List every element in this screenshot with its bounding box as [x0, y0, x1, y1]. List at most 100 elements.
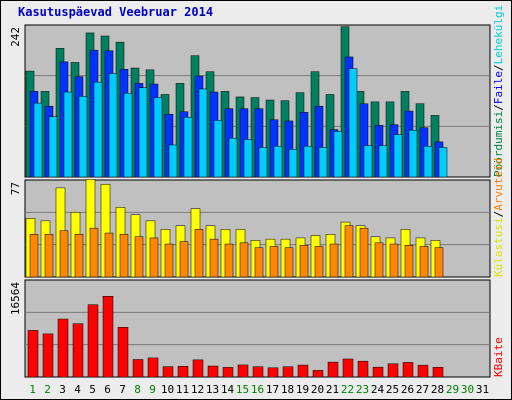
bar [318, 147, 328, 178]
legend: Pöördumisi/Faile/Lehekülgi [492, 5, 505, 177]
legend-entry: Pöördumisi [492, 111, 505, 177]
x-tick-label: 23 [356, 383, 369, 396]
bar [59, 230, 69, 278]
bar [344, 225, 354, 278]
x-tick-label: 9 [149, 383, 156, 396]
bar [404, 245, 414, 278]
x-tick-label: 7 [119, 383, 126, 396]
bar [389, 243, 399, 278]
bar [183, 117, 193, 178]
x-tick-label: 8 [134, 383, 141, 396]
bar [282, 366, 294, 378]
x-tick-label: 30 [461, 383, 474, 396]
bar [423, 145, 433, 178]
bar [417, 364, 429, 378]
bar [87, 304, 99, 378]
bar [402, 362, 414, 378]
x-tick-label: 14 [221, 383, 235, 396]
bar [177, 366, 189, 378]
bar [168, 144, 178, 178]
hits-panel: 242 Pöördumisi/Faile/Lehekülgi [9, 5, 505, 178]
bar [102, 296, 114, 378]
bar [93, 81, 103, 178]
bar [333, 131, 343, 178]
bar [342, 358, 354, 378]
bar [314, 246, 324, 278]
bar [48, 116, 58, 178]
bar [78, 96, 88, 178]
visits-panel: 77 Külastusi/Arvuteid [9, 158, 505, 278]
bar [348, 68, 358, 178]
max-value-label: 77 [9, 182, 22, 195]
bar [134, 236, 144, 278]
x-tick-label: 16 [251, 383, 264, 396]
bar [33, 102, 43, 178]
bar [72, 323, 84, 378]
x-tick-label: 20 [311, 383, 324, 396]
bar [117, 327, 129, 378]
bar [312, 370, 324, 378]
x-tick-label: 5 [89, 383, 96, 396]
bar [378, 145, 388, 178]
x-tick-label: 22 [341, 383, 354, 396]
bar [104, 232, 114, 278]
bar [438, 147, 448, 178]
kbytes-panel-background [24, 279, 491, 378]
legend-entry: Arvuteid [492, 158, 505, 211]
bar [27, 330, 39, 378]
legend-entry: KBaite [492, 337, 505, 377]
bar [192, 359, 204, 378]
x-tick-label: 26 [401, 383, 414, 396]
x-tick-label: 4 [74, 383, 81, 396]
bar [119, 234, 129, 278]
bar [329, 243, 339, 278]
x-tick-label: 29 [446, 383, 459, 396]
bar [228, 137, 238, 178]
legend-entry: / [492, 211, 505, 218]
bar [153, 97, 163, 178]
bar [89, 227, 99, 278]
bar [239, 242, 249, 278]
x-axis: 1 2 3 4 5 6 7 8 9 10 11 12 13 14 15 16 17 18 19 20 21 22 23 24 2… [29, 383, 489, 396]
max-value-label: 16564 [9, 282, 22, 315]
bar [372, 366, 384, 378]
bar [213, 120, 223, 178]
kbytes-panel: 16564 KBaite [9, 279, 505, 378]
bar [363, 145, 373, 178]
bar [224, 243, 234, 278]
bar [297, 364, 309, 378]
bar [132, 359, 144, 378]
x-tick-label: 15 [236, 383, 249, 396]
x-tick-label: 12 [191, 383, 204, 396]
series-Arvuteid [29, 225, 444, 278]
bar [327, 361, 339, 378]
bar [393, 134, 403, 178]
bar [209, 238, 219, 278]
bar [207, 365, 219, 378]
bar [194, 229, 204, 278]
max-value-label: 242 [9, 27, 22, 47]
bar [252, 366, 264, 378]
bar [408, 129, 418, 178]
x-tick-label: 1 [29, 383, 36, 396]
bar [198, 88, 208, 178]
x-tick-label: 24 [371, 383, 385, 396]
bar [147, 357, 159, 378]
x-tick-label: 25 [386, 383, 399, 396]
x-tick-label: 28 [431, 383, 444, 396]
chart-title: Kasutuspäevad Veebruar 2014 [18, 5, 213, 19]
bar [299, 245, 309, 278]
bar [269, 246, 279, 278]
bar [63, 91, 73, 178]
legend-entry: Faile [492, 71, 505, 104]
bar [387, 363, 399, 378]
x-tick-label: 11 [176, 383, 189, 396]
bar [222, 367, 234, 378]
bar [254, 247, 264, 278]
legend-entry: Lehekülgi [492, 5, 505, 65]
bar [149, 237, 159, 278]
bar [273, 145, 283, 178]
bar [243, 139, 253, 178]
x-tick-label: 6 [104, 383, 111, 396]
